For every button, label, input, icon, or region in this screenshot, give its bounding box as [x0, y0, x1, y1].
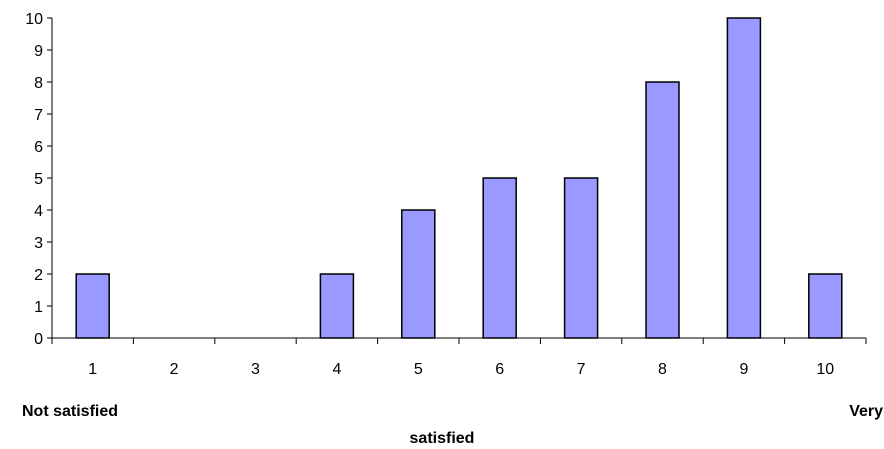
- x-tick-label: 10: [816, 361, 834, 378]
- bar-4: [319, 273, 355, 339]
- bar-7: [563, 177, 599, 339]
- y-tick-label: 10: [25, 11, 43, 28]
- bar-10: [808, 273, 843, 339]
- y-tick-label: 6: [34, 139, 43, 156]
- bar-6: [482, 177, 517, 339]
- bar-9: [726, 17, 762, 339]
- bar-5: [401, 209, 436, 339]
- bars-group: [75, 17, 843, 339]
- y-tick-label: 3: [34, 235, 43, 252]
- y-tick-label: 0: [34, 331, 43, 348]
- x-tick-label: 7: [577, 361, 586, 378]
- x-label-right: Very: [849, 403, 883, 420]
- x-tick-label: 9: [739, 361, 748, 378]
- x-tick-label: 3: [251, 361, 260, 378]
- y-tick-label: 2: [34, 267, 43, 284]
- y-tick-label: 1: [34, 299, 43, 316]
- x-tick-label: 2: [170, 361, 179, 378]
- x-tick-label: 1: [88, 361, 97, 378]
- y-tick-label: 9: [34, 43, 43, 60]
- x-tick-label: 8: [658, 361, 667, 378]
- y-ticks-group: 0 1 2 3 4 5 6 7 8 9 10: [25, 11, 52, 348]
- x-tick-label: 6: [495, 361, 504, 378]
- x-label-left: Not satisfied: [22, 403, 118, 420]
- x-tick-label: 4: [332, 361, 341, 378]
- bar-1: [75, 273, 110, 339]
- x-label-center: satisfied: [410, 430, 475, 447]
- y-tick-label: 7: [34, 107, 43, 124]
- x-tick-label: 5: [414, 361, 423, 378]
- y-tick-label: 5: [34, 171, 43, 188]
- y-tick-label: 4: [34, 203, 43, 220]
- x-ticks-group: 1 2 3 4 5 6 7 8 9 10: [51, 338, 867, 378]
- bar-8: [645, 81, 680, 339]
- y-tick-label: 8: [34, 75, 43, 92]
